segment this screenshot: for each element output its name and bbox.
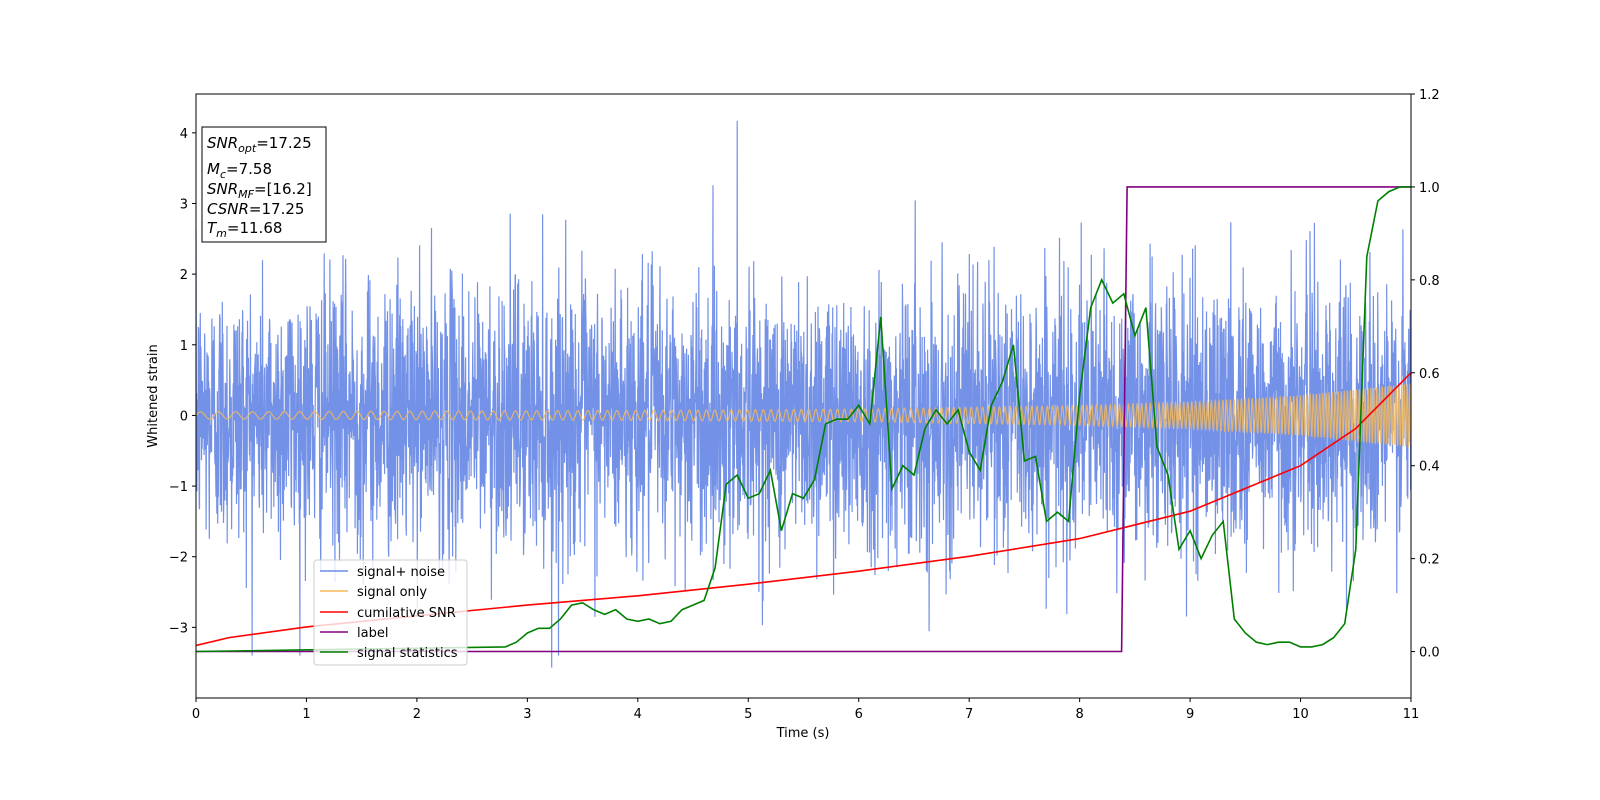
y-tick-label: −3 (169, 621, 188, 636)
y-tick-label: −2 (169, 551, 188, 566)
y-axis-right: 0.0 0.2 0.4 0.6 0.8 1.0 1.2 (1411, 88, 1440, 661)
x-tick-label: 5 (744, 707, 752, 722)
series-signal-only (196, 383, 1411, 449)
legend-label-signal-noise: signal+ noise (357, 565, 445, 580)
info-box: SNRopt=17.25 Mc=7.58 SNRMF=[16.2] CSNR=1… (201, 126, 327, 243)
legend: signal+ noise signal only cumilative SNR… (313, 559, 468, 666)
info-csnr: CSNR=17.25 (207, 200, 304, 218)
y-tick-label: 3 (180, 197, 188, 212)
x-tick-label: 7 (965, 707, 973, 722)
y2-tick-label: 0.4 (1419, 460, 1440, 475)
info-snr-mf: SNRMF=[16.2] (207, 180, 312, 201)
series-label (196, 186, 1411, 653)
x-tick-label: 11 (1403, 707, 1420, 722)
x-axis-label: Time (s) (776, 726, 830, 741)
y-axis-left: −3 −2 −1 0 1 2 3 4 (169, 127, 196, 636)
legend-label-cumulative-snr: cumilative SNR (357, 606, 456, 621)
legend-label-label: label (357, 626, 388, 641)
x-tick-label: 0 (192, 707, 200, 722)
info-tm: Tm=11.68 (207, 219, 282, 240)
plot-frame (195, 93, 1412, 699)
x-tick-label: 3 (523, 707, 531, 722)
y2-tick-label: 0.2 (1419, 553, 1440, 568)
x-axis: 0 1 2 3 4 5 6 7 8 9 10 11 (192, 698, 1419, 722)
y-axis-label: Whitened strain (146, 344, 161, 447)
y2-tick-label: 0.8 (1419, 274, 1440, 289)
y-tick-label: 2 (180, 268, 188, 283)
x-tick-label: 9 (1186, 707, 1194, 722)
x-tick-label: 8 (1075, 707, 1083, 722)
y2-tick-label: 1.0 (1419, 181, 1440, 196)
y-tick-label: 1 (180, 339, 188, 354)
x-tick-label: 10 (1292, 707, 1309, 722)
x-tick-label: 1 (302, 707, 310, 722)
info-mc: Mc=7.58 (207, 160, 272, 181)
legend-label-signal-only: signal only (357, 585, 427, 600)
info-snr-opt: SNRopt=17.25 (207, 134, 312, 155)
y2-tick-label: 0.6 (1419, 367, 1440, 382)
y-tick-label: 0 (180, 409, 188, 424)
legend-label-signal-statistics: signal statistics (357, 646, 458, 661)
x-tick-label: 6 (855, 707, 863, 722)
y2-tick-label: 1.2 (1419, 88, 1440, 103)
y-tick-label: −1 (169, 480, 188, 495)
series-signal-statistics (196, 186, 1411, 653)
y2-tick-label: 0.0 (1419, 646, 1440, 661)
x-tick-label: 4 (634, 707, 642, 722)
y-tick-label: 4 (180, 127, 188, 142)
x-tick-label: 2 (413, 707, 421, 722)
